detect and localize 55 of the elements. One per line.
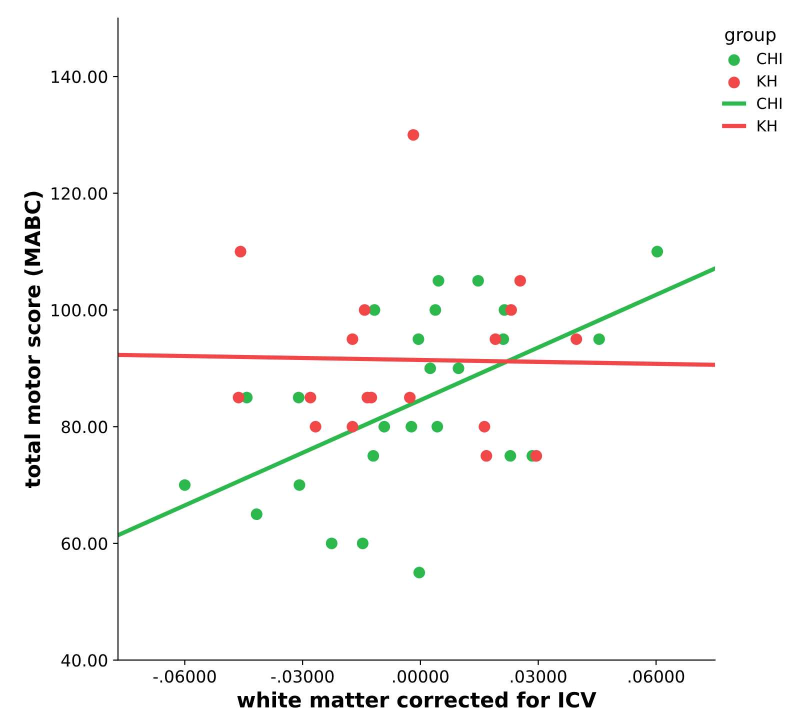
point (593, 333, 605, 345)
y-tick-label: 60.00 (62, 537, 108, 550)
legend-title: group (725, 30, 776, 45)
point (232, 392, 244, 404)
point (452, 362, 464, 374)
x-tick-label: .00000 (393, 670, 448, 683)
point (412, 333, 424, 345)
point (250, 508, 262, 520)
point (472, 274, 484, 287)
point (178, 479, 191, 491)
point (530, 450, 542, 462)
point (346, 420, 358, 432)
point (310, 420, 322, 432)
y-tick-label: 100.00 (52, 304, 108, 317)
point (294, 479, 306, 491)
point (651, 246, 664, 258)
point (514, 274, 526, 287)
point (326, 538, 338, 550)
point (505, 304, 517, 316)
legend-label: CHI (757, 52, 782, 64)
x-tick-label: .03000 (510, 670, 566, 683)
point (304, 392, 316, 404)
point (570, 333, 582, 345)
point (432, 274, 444, 287)
x-axis-title: white matter corrected for ICV (237, 692, 596, 708)
y-tick-label: 40.00 (61, 654, 108, 667)
point (356, 538, 368, 550)
point (368, 304, 380, 316)
point (413, 566, 426, 578)
point (292, 392, 304, 404)
point (378, 420, 390, 432)
y-tick-label: 120.00 (52, 187, 108, 200)
point (234, 246, 246, 258)
y-tick-label: 80.00 (62, 420, 108, 434)
point (478, 420, 490, 432)
x-tick-label: -.06000 (153, 670, 216, 683)
point (358, 304, 370, 316)
point (404, 392, 416, 404)
point (430, 304, 442, 316)
x-tick-label: -.03000 (271, 670, 334, 683)
point (504, 450, 516, 462)
point (406, 420, 418, 432)
point (367, 450, 380, 462)
y-tick-label: 140.00 (52, 70, 108, 84)
point (424, 362, 436, 374)
point (480, 450, 492, 462)
y-axis-title: total motor score (MABC) (24, 192, 43, 488)
legend-label: KH (758, 120, 776, 132)
x-tick-label: .06000 (628, 670, 684, 683)
legend-label: KH (758, 75, 776, 86)
legend-label: CHI (757, 98, 782, 110)
point (408, 129, 420, 141)
point (432, 420, 444, 432)
point (346, 333, 358, 345)
point (490, 333, 502, 345)
